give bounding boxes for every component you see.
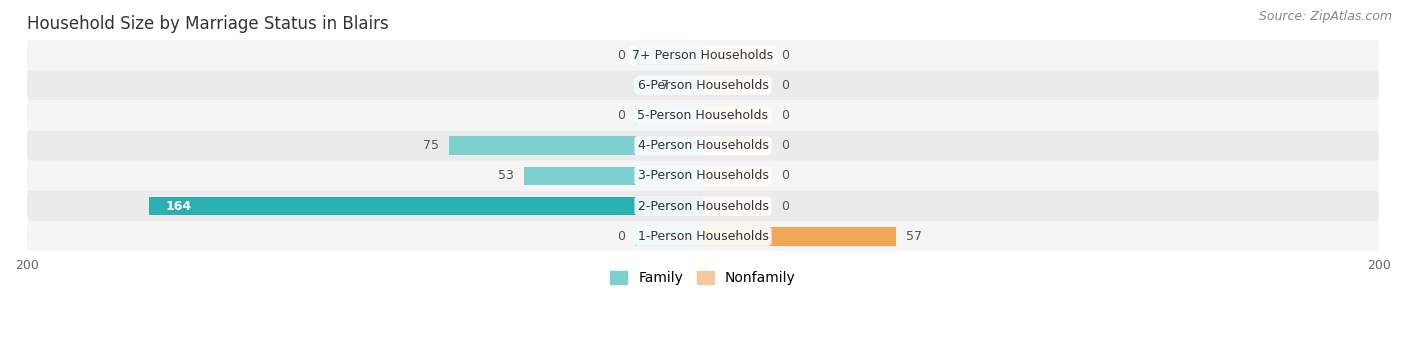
FancyBboxPatch shape bbox=[27, 101, 1379, 131]
Bar bbox=[703, 106, 770, 125]
Bar bbox=[703, 136, 770, 155]
Text: 0: 0 bbox=[780, 139, 789, 152]
Text: 1-Person Households: 1-Person Households bbox=[637, 230, 769, 243]
Legend: Family, Nonfamily: Family, Nonfamily bbox=[605, 266, 801, 291]
Text: 57: 57 bbox=[905, 230, 922, 243]
Bar bbox=[149, 197, 703, 216]
Text: 6-Person Households: 6-Person Households bbox=[637, 79, 769, 92]
FancyBboxPatch shape bbox=[27, 161, 1379, 191]
Text: Household Size by Marriage Status in Blairs: Household Size by Marriage Status in Bla… bbox=[27, 15, 388, 33]
Bar bbox=[636, 46, 703, 64]
Bar bbox=[636, 227, 703, 246]
Text: 75: 75 bbox=[423, 139, 439, 152]
Bar bbox=[703, 76, 770, 95]
Bar bbox=[450, 136, 703, 155]
Text: 0: 0 bbox=[780, 49, 789, 62]
Text: 53: 53 bbox=[498, 169, 513, 182]
Text: 3-Person Households: 3-Person Households bbox=[637, 169, 769, 182]
FancyBboxPatch shape bbox=[27, 221, 1379, 251]
Text: 7: 7 bbox=[661, 79, 669, 92]
Bar bbox=[703, 227, 896, 246]
Bar bbox=[149, 197, 703, 216]
FancyBboxPatch shape bbox=[27, 131, 1379, 161]
Bar bbox=[524, 166, 703, 185]
Bar bbox=[524, 166, 703, 185]
Bar bbox=[703, 46, 770, 64]
Bar bbox=[636, 106, 703, 125]
Text: 0: 0 bbox=[780, 169, 789, 182]
Bar bbox=[703, 227, 896, 246]
Text: 4-Person Households: 4-Person Households bbox=[637, 139, 769, 152]
Bar bbox=[703, 166, 770, 185]
Text: 0: 0 bbox=[780, 199, 789, 212]
Text: 0: 0 bbox=[617, 230, 626, 243]
Bar bbox=[450, 136, 703, 155]
Text: Source: ZipAtlas.com: Source: ZipAtlas.com bbox=[1258, 10, 1392, 23]
FancyBboxPatch shape bbox=[27, 70, 1379, 101]
Text: 5-Person Households: 5-Person Households bbox=[637, 109, 769, 122]
FancyBboxPatch shape bbox=[27, 191, 1379, 221]
Text: 0: 0 bbox=[780, 109, 789, 122]
Bar bbox=[703, 197, 770, 216]
Bar bbox=[636, 76, 703, 95]
Text: 164: 164 bbox=[166, 199, 191, 212]
Text: 2-Person Households: 2-Person Households bbox=[637, 199, 769, 212]
Bar bbox=[679, 76, 703, 95]
Text: 0: 0 bbox=[617, 109, 626, 122]
Text: 0: 0 bbox=[617, 49, 626, 62]
Text: 0: 0 bbox=[780, 79, 789, 92]
Text: 7+ Person Households: 7+ Person Households bbox=[633, 49, 773, 62]
FancyBboxPatch shape bbox=[27, 40, 1379, 70]
